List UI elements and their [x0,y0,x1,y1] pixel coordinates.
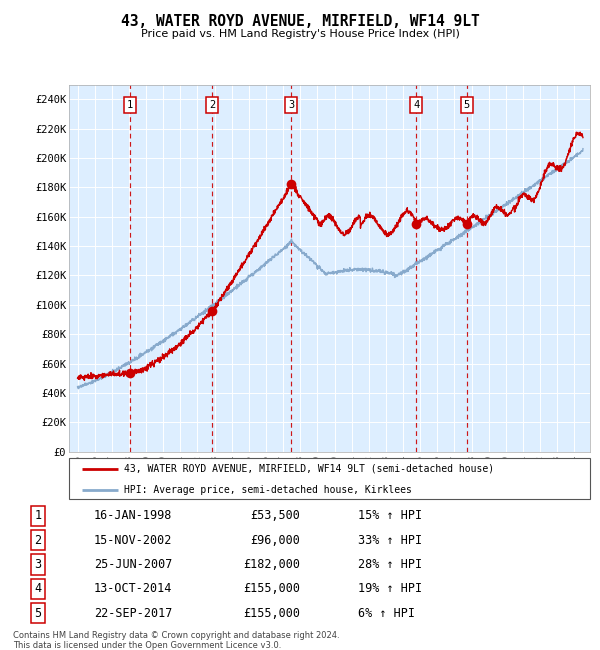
Text: £155,000: £155,000 [243,582,300,595]
Text: 1: 1 [34,510,41,523]
Text: Price paid vs. HM Land Registry's House Price Index (HPI): Price paid vs. HM Land Registry's House … [140,29,460,38]
Text: 3: 3 [34,558,41,571]
Text: 4: 4 [413,99,419,110]
Text: £53,500: £53,500 [250,510,300,523]
Text: Contains HM Land Registry data © Crown copyright and database right 2024.: Contains HM Land Registry data © Crown c… [13,630,340,640]
Text: 13-OCT-2014: 13-OCT-2014 [94,582,172,595]
Text: 4: 4 [34,582,41,595]
Text: 6% ↑ HPI: 6% ↑ HPI [358,606,415,619]
Text: 3: 3 [288,99,295,110]
Text: £96,000: £96,000 [250,534,300,547]
Text: 19% ↑ HPI: 19% ↑ HPI [358,582,422,595]
Text: 25-JUN-2007: 25-JUN-2007 [94,558,172,571]
Text: 43, WATER ROYD AVENUE, MIRFIELD, WF14 9LT (semi-detached house): 43, WATER ROYD AVENUE, MIRFIELD, WF14 9L… [124,464,494,474]
Text: This data is licensed under the Open Government Licence v3.0.: This data is licensed under the Open Gov… [13,641,281,650]
Text: 5: 5 [34,606,41,619]
Text: 28% ↑ HPI: 28% ↑ HPI [358,558,422,571]
Text: 43, WATER ROYD AVENUE, MIRFIELD, WF14 9LT: 43, WATER ROYD AVENUE, MIRFIELD, WF14 9L… [121,14,479,29]
Text: £182,000: £182,000 [243,558,300,571]
Text: 15-NOV-2002: 15-NOV-2002 [94,534,172,547]
Text: 2: 2 [34,534,41,547]
FancyBboxPatch shape [69,458,590,499]
Text: 2: 2 [209,99,215,110]
Text: HPI: Average price, semi-detached house, Kirklees: HPI: Average price, semi-detached house,… [124,485,412,495]
Text: 1: 1 [127,99,133,110]
Text: 15% ↑ HPI: 15% ↑ HPI [358,510,422,523]
Text: 22-SEP-2017: 22-SEP-2017 [94,606,172,619]
Text: 33% ↑ HPI: 33% ↑ HPI [358,534,422,547]
Text: 16-JAN-1998: 16-JAN-1998 [94,510,172,523]
Text: £155,000: £155,000 [243,606,300,619]
Text: 5: 5 [464,99,470,110]
